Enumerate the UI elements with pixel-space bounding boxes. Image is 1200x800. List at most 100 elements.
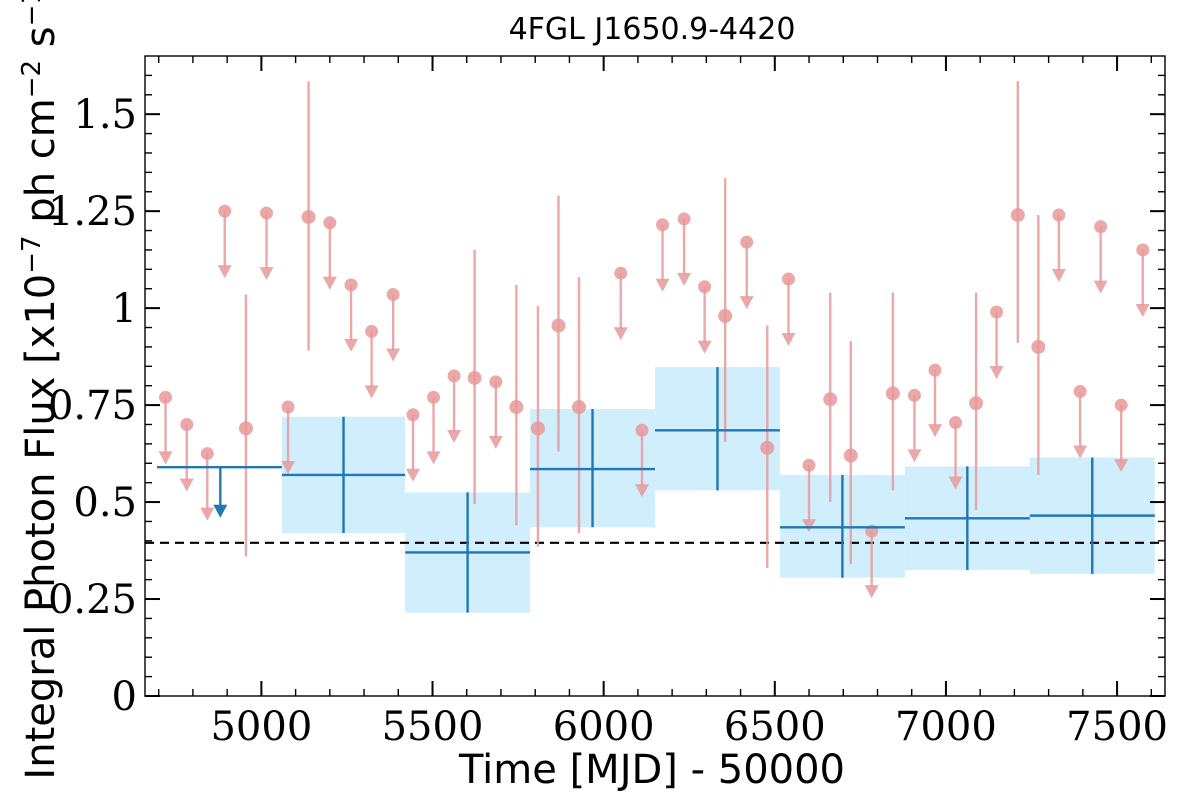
upper-limit-arrow: [1051, 269, 1066, 283]
long-bin-upper-limit-arrow: [213, 504, 228, 518]
upper-limit-point: [949, 416, 963, 430]
short-bin-point: [760, 440, 775, 455]
upper-limit-point: [200, 447, 214, 461]
y-axis-label-exp: −7: [17, 235, 47, 273]
upper-limit-arrow: [158, 451, 173, 465]
upper-limit-point: [427, 390, 441, 404]
upper-limit-point: [180, 417, 194, 431]
short-bin-point: [238, 421, 253, 436]
upper-limit-arrow: [1135, 303, 1150, 317]
upper-limit-point: [928, 363, 942, 377]
x-tick-label: 5500: [382, 704, 484, 750]
short-bin-point: [467, 370, 482, 385]
upper-limit-arrow: [1073, 445, 1088, 459]
x-tick-label: 5000: [210, 704, 312, 750]
upper-limit-arrow: [200, 507, 215, 521]
upper-limit-point: [781, 272, 795, 286]
short-bin-point: [969, 396, 984, 411]
upper-limit-arrow: [386, 348, 401, 362]
upper-limit-point: [159, 390, 173, 404]
upper-limit-point: [323, 216, 337, 230]
upper-limit-arrow: [907, 449, 922, 463]
y-axis-label-part: s: [18, 26, 64, 60]
upper-limit-point: [344, 278, 358, 292]
upper-limit-point: [1073, 385, 1087, 399]
upper-limit-point: [447, 369, 461, 383]
y-tick-label: 0.5: [73, 480, 137, 526]
upper-limit-arrow: [948, 476, 963, 490]
upper-limit-point: [802, 458, 816, 472]
x-axis: 5000 5500 6000 6500 7000 7500: [157, 56, 1168, 750]
short-bin-point: [509, 400, 524, 415]
upper-limit-arrow: [697, 340, 712, 354]
y-axis-label-exp: −2: [17, 60, 47, 98]
y-axis-label-part: ph cm: [18, 98, 64, 235]
short-bin-point: [843, 448, 858, 463]
y-axis-label-exp: −1: [17, 0, 47, 26]
upper-limit-point: [677, 212, 691, 226]
upper-limit-point: [281, 400, 295, 414]
y-tick-label: 0.75: [48, 383, 137, 429]
plot-area: [145, 81, 1165, 613]
short-bin-point: [1010, 208, 1025, 223]
upper-limit-arrow: [802, 519, 817, 533]
upper-limit-point: [489, 375, 503, 389]
upper-limit-point: [365, 324, 379, 338]
short-bin-point: [823, 392, 838, 407]
y-tick-label: 1.5: [73, 92, 137, 138]
upper-limit-point: [260, 206, 274, 220]
upper-limit-point: [740, 235, 754, 249]
upper-limit-arrow: [655, 278, 670, 292]
upper-limit-point: [1136, 243, 1150, 257]
upper-limit-arrow: [613, 327, 628, 341]
upper-limit-arrow: [259, 267, 274, 281]
upper-limit-point: [990, 305, 1004, 319]
x-tick-label: 6000: [553, 704, 655, 750]
upper-limit-arrow: [406, 468, 421, 482]
y-tick-label: 1: [112, 286, 137, 332]
upper-limit-arrow: [1093, 280, 1108, 294]
y-axis-label: Integral Photon Flux [x10−7 ph cm−2 s−1]: [17, 0, 64, 780]
upper-limit-point: [698, 280, 712, 294]
upper-limit-arrow: [739, 296, 754, 310]
upper-limit-arrow: [1114, 459, 1129, 473]
upper-limit-arrow: [447, 430, 462, 443]
upper-limit-point: [907, 388, 921, 402]
upper-limit-arrow: [677, 272, 692, 286]
upper-limit-arrow: [179, 478, 194, 492]
short-bin-point: [551, 318, 566, 333]
upper-limit-point: [406, 408, 420, 422]
upper-limit-arrow: [344, 338, 359, 352]
upper-limit-arrow: [781, 333, 796, 347]
upper-limit-arrow: [989, 366, 1004, 379]
x-axis-label: Time [MJD] - 50000: [458, 747, 845, 793]
y-tick-label: 0: [112, 674, 137, 720]
short-bin-point: [885, 386, 900, 401]
upper-limit-point: [1094, 220, 1108, 234]
short-bin-point: [572, 400, 587, 415]
upper-limit-arrow: [488, 435, 503, 449]
upper-limit-point: [218, 204, 232, 218]
short-bin-point: [301, 209, 316, 224]
x-tick-label: 6500: [724, 704, 826, 750]
x-tick-label: 7000: [895, 704, 997, 750]
upper-limit-arrow: [634, 484, 649, 498]
upper-limit-arrow: [927, 424, 942, 438]
y-axis: 0 0.25 0.5 0.75 1 1.25 1.5: [48, 74, 1165, 720]
upper-limit-point: [635, 423, 649, 437]
chart-title: 4FGL J1650.9-4420: [509, 12, 796, 47]
upper-limit-arrow: [364, 385, 379, 399]
upper-limit-point: [614, 266, 628, 280]
short-bin-point: [530, 421, 545, 436]
upper-limit-point: [656, 218, 670, 232]
upper-limit-point: [386, 288, 400, 302]
x-tick-label: 7500: [1066, 704, 1168, 750]
y-tick-label: 1.25: [48, 189, 137, 235]
upper-limit-arrow: [281, 461, 296, 475]
upper-limit-point: [1052, 208, 1066, 222]
upper-limit-arrow: [217, 265, 232, 279]
y-axis-label-part: Integral Photon Flux [x10: [18, 274, 64, 780]
upper-limit-point: [1114, 398, 1128, 412]
upper-limit-arrow: [322, 276, 337, 290]
